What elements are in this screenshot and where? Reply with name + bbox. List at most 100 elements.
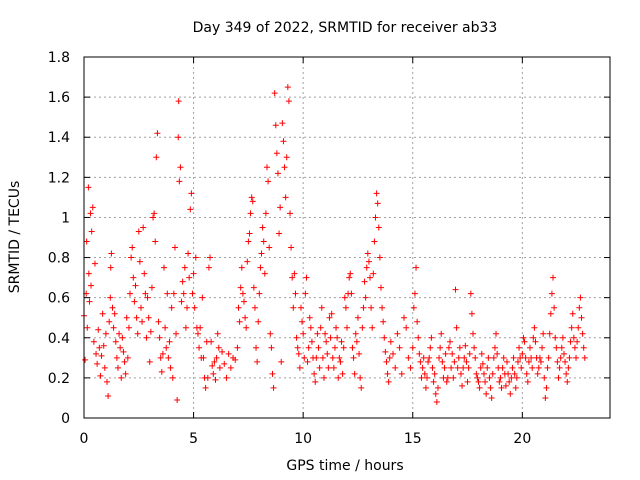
data-point: [359, 324, 366, 331]
data-point: [191, 304, 198, 311]
data-point: [109, 304, 116, 311]
data-point: [396, 344, 403, 351]
data-point: [431, 370, 438, 377]
data-point: [556, 364, 563, 371]
y-tick-label: 1.4: [48, 130, 70, 146]
y-axis-label: SRMTID / TECUs: [7, 181, 23, 294]
data-point: [528, 354, 535, 361]
data-point: [420, 354, 427, 361]
data-point: [498, 384, 505, 391]
data-point: [360, 304, 367, 311]
data-point: [568, 324, 575, 331]
data-point: [175, 98, 182, 105]
data-point: [376, 254, 383, 261]
data-point: [371, 238, 378, 245]
data-point: [353, 338, 360, 345]
data-point: [462, 342, 469, 349]
data-point: [179, 278, 186, 285]
data-point: [522, 354, 529, 361]
x-tick-label: 20: [513, 431, 531, 447]
data-point: [333, 324, 340, 331]
grid: [84, 57, 610, 418]
data-point: [283, 154, 290, 161]
data-point: [82, 356, 89, 363]
data-point: [354, 314, 361, 321]
data-point: [162, 324, 169, 331]
data-point: [151, 210, 158, 217]
data-point: [97, 372, 104, 379]
data-point: [287, 210, 294, 217]
data-point: [250, 284, 257, 291]
data-point: [312, 378, 319, 385]
data-point: [483, 390, 490, 397]
y-tick-label: 0.4: [48, 331, 70, 347]
data-point: [227, 364, 234, 371]
data-point: [563, 370, 570, 377]
data-point: [452, 286, 459, 293]
data-point: [291, 270, 298, 277]
data-point: [494, 350, 501, 357]
data-point: [140, 224, 147, 231]
data-point: [374, 200, 381, 207]
data-point: [525, 358, 532, 365]
data-point: [154, 130, 161, 137]
data-point: [336, 354, 343, 361]
data-point: [400, 314, 407, 321]
data-point: [581, 354, 588, 361]
data-point: [520, 334, 527, 341]
data-point: [428, 334, 435, 341]
data-point: [482, 378, 489, 385]
data-point: [90, 338, 97, 345]
data-point: [429, 364, 436, 371]
data-point: [174, 396, 181, 403]
data-point: [260, 238, 267, 245]
data-point: [167, 364, 174, 371]
data-point: [132, 282, 139, 289]
data-point: [129, 244, 136, 251]
data-point: [419, 364, 426, 371]
data-point: [144, 294, 151, 301]
data-point: [380, 318, 387, 325]
data-point: [108, 250, 115, 257]
data-point: [517, 354, 524, 361]
data-point: [567, 338, 574, 345]
axis-ticks: 0 0.2 0.4 0.6 0.8 1 1.2 1.4 1.6 1.8 0 5 10 15 20: [48, 50, 610, 447]
data-point: [290, 304, 297, 311]
data-point: [165, 354, 172, 361]
data-point: [579, 330, 586, 337]
plot-frame: [83, 56, 611, 419]
data-point: [163, 344, 170, 351]
data-point: [449, 350, 456, 357]
data-point: [88, 228, 95, 235]
data-point: [455, 354, 462, 361]
data-point: [245, 238, 252, 245]
data-point: [361, 278, 368, 285]
y-tick-label: 1.6: [48, 90, 70, 106]
data-point: [86, 298, 93, 305]
data-point: [83, 238, 90, 245]
data-point: [506, 378, 513, 385]
data-point: [466, 350, 473, 357]
data-point: [180, 290, 187, 297]
data-point: [266, 244, 273, 251]
data-point: [541, 374, 548, 381]
data-point: [330, 364, 337, 371]
data-point: [131, 298, 138, 305]
x-axis-label: GPS time / hours: [286, 458, 403, 474]
data-point: [119, 334, 126, 341]
data-point: [471, 344, 478, 351]
data-point: [212, 376, 219, 383]
data-point: [349, 344, 356, 351]
data-point: [347, 270, 354, 277]
data-point: [265, 178, 272, 185]
data-point: [258, 250, 265, 257]
data-point: [307, 324, 314, 331]
data-point: [188, 190, 195, 197]
data-point: [295, 350, 302, 357]
data-point: [305, 344, 312, 351]
data-point: [340, 344, 347, 351]
data-point: [240, 298, 247, 305]
data-point: [148, 284, 155, 291]
data-point: [370, 270, 377, 277]
